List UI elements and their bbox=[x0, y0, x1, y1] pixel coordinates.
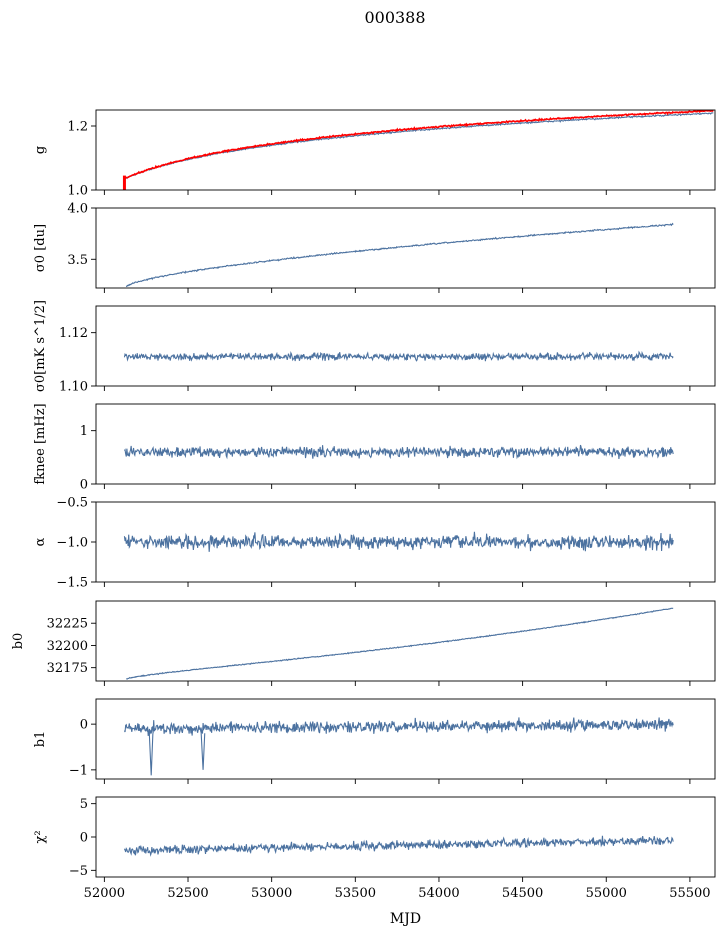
subplot-2: 3.5 4.0 σ0 [du] bbox=[33, 202, 716, 293]
dip-1 bbox=[148, 730, 154, 776]
subplot-3: 1.10 1.12 σ0[mK s^1/2] bbox=[33, 300, 716, 395]
y-axis-label: σ0[mK s^1/2] bbox=[33, 300, 48, 392]
y-tick-label: 32225 bbox=[47, 617, 88, 632]
y-tick-label: 5 bbox=[80, 797, 88, 812]
x-tick-label: 54500 bbox=[502, 886, 543, 901]
y-tick-label: 0 bbox=[80, 831, 88, 846]
y-axis-label: b0 bbox=[11, 633, 26, 650]
y-tick-label: −5 bbox=[69, 864, 88, 879]
y-tick-label: 0 bbox=[80, 718, 88, 733]
axes-frame bbox=[95, 600, 716, 682]
subplot-6: 32175 32200 32225 b0 bbox=[11, 600, 716, 686]
y-tick-label: 4.0 bbox=[67, 202, 88, 217]
series-line-1 bbox=[123, 717, 674, 737]
y-tick-label: 32200 bbox=[47, 639, 88, 654]
y-tick-label: −0.5 bbox=[56, 496, 88, 511]
y-tick-label: −1 bbox=[69, 763, 88, 778]
dip-2 bbox=[200, 730, 206, 770]
series-line-1 bbox=[125, 222, 674, 288]
series-line-1 bbox=[123, 835, 674, 857]
x-tick-label: 54000 bbox=[418, 886, 459, 901]
y-tick-label: 1.0 bbox=[67, 184, 88, 199]
y-tick-label: −1.5 bbox=[56, 576, 88, 591]
x-tick-label: 55500 bbox=[669, 886, 710, 901]
y-tick-label: 1.2 bbox=[67, 120, 88, 135]
y-tick-label: 3.5 bbox=[67, 253, 88, 268]
y-tick-label: 1.10 bbox=[59, 380, 88, 395]
series-line-1 bbox=[123, 531, 674, 552]
x-tick-label: 52000 bbox=[84, 886, 125, 901]
y-tick-label: 1.12 bbox=[59, 326, 88, 341]
y-axis-label: b1 bbox=[33, 731, 48, 748]
axes-frame bbox=[95, 698, 716, 780]
y-axis-label: α bbox=[33, 537, 48, 546]
figure-title: 000388 bbox=[364, 8, 426, 27]
subplot-7: −1 0 b1 bbox=[33, 698, 716, 784]
x-tick-label: 55000 bbox=[586, 886, 627, 901]
subplot-5: −1.5 −1.0 −0.5 α bbox=[33, 496, 716, 591]
axes-frame bbox=[95, 796, 716, 878]
y-tick-label: 0 bbox=[80, 478, 88, 493]
x-axis-label: MJD bbox=[390, 911, 421, 927]
series-line-1 bbox=[123, 350, 674, 362]
series-line-1 bbox=[126, 607, 674, 680]
y-axis-label: σ0 [du] bbox=[33, 224, 48, 272]
x-tick-label: 53500 bbox=[335, 886, 376, 901]
x-tick-label: 52500 bbox=[167, 886, 208, 901]
axes-frame bbox=[95, 109, 716, 191]
axes-frame bbox=[95, 305, 716, 387]
y-axis-label: fknee [mHz] bbox=[33, 403, 48, 484]
y-tick-label: 32175 bbox=[47, 661, 88, 676]
subplot-8: −5 0 5 52000 52500 53000 53500 54000 54500 55000 5… bbox=[33, 796, 716, 901]
y-axis-label: g bbox=[33, 146, 48, 154]
series-line-1 bbox=[124, 112, 714, 180]
subplot-4: 0 1 fknee [mHz] bbox=[33, 403, 716, 493]
y-axis-label: χ² bbox=[33, 830, 48, 843]
series-line-2 bbox=[124, 110, 714, 180]
x-tick-label: 53000 bbox=[251, 886, 292, 901]
subplot-1: 1.0 1.2 g bbox=[33, 109, 716, 199]
y-tick-label: 1 bbox=[80, 424, 88, 439]
series-line-1 bbox=[123, 444, 674, 460]
y-tick-label: −1.0 bbox=[56, 536, 88, 551]
axes-frame bbox=[95, 403, 716, 485]
axes-frame bbox=[95, 207, 716, 289]
